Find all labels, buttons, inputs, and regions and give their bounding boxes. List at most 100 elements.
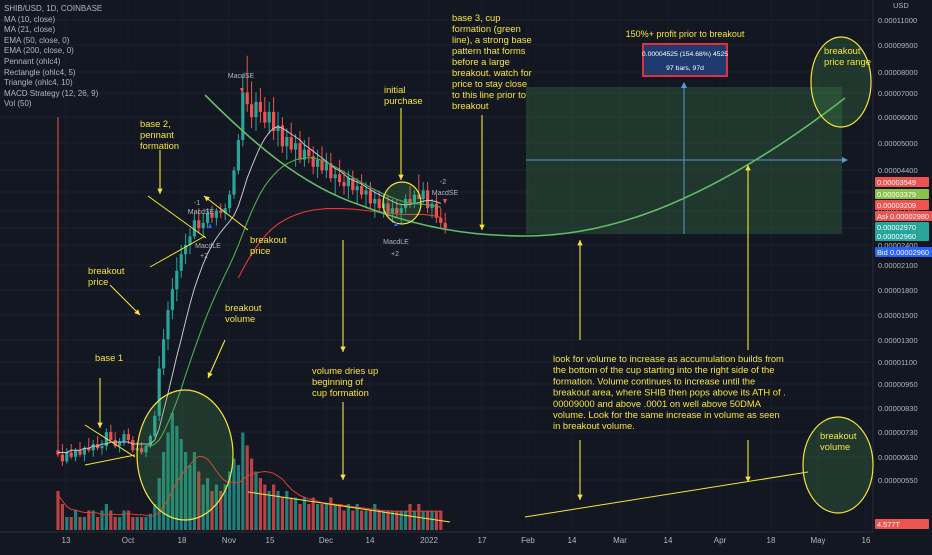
candle-body	[148, 436, 152, 447]
candle-body	[360, 186, 364, 195]
arrow-breakout-left-head	[134, 309, 140, 315]
arrow-breakout-volume	[207, 339, 226, 379]
volume-bar	[69, 517, 73, 530]
volume-bar	[254, 471, 258, 530]
time-tick-label: 16	[862, 536, 871, 545]
arrow-volume-dry-up-head	[340, 346, 346, 352]
time-tick-label: 18	[178, 536, 187, 545]
time-tick-label: 14	[664, 536, 673, 545]
legend-rectangle[interactable]: Rectangle (ohlc4, 5)	[4, 67, 76, 77]
candle-body	[74, 450, 78, 457]
volume-bar	[250, 458, 254, 530]
candle-body	[439, 217, 443, 223]
candle-body	[201, 222, 205, 229]
candle-body	[373, 198, 377, 204]
candle-body	[399, 208, 403, 213]
time-tick-label: Mar	[613, 536, 627, 545]
price-label: 0.00002980	[890, 212, 929, 221]
candle-body	[157, 368, 161, 416]
price-tick-label: 0.00004400	[878, 166, 918, 175]
volume-bar	[214, 484, 218, 530]
macd-marker: MacdLE	[383, 239, 409, 246]
buy-arrow	[208, 223, 212, 228]
legend-ema50[interactable]: EMA (50, close, 0)	[4, 35, 70, 45]
volume-bar	[289, 497, 293, 530]
volume-bar	[338, 504, 342, 530]
legend-ema200[interactable]: EMA (200, close, 0)	[4, 46, 74, 56]
volume-bar	[236, 465, 240, 530]
macd-marker: -1	[194, 200, 200, 207]
arrow-volume-up-head	[577, 240, 583, 246]
legend-triangle[interactable]: Triangle (ohlc4, 10)	[4, 78, 73, 88]
price-label: Bid	[877, 248, 888, 257]
candle-body	[91, 444, 95, 451]
volume-trendline	[247, 491, 451, 523]
volume-bar	[351, 510, 355, 530]
volume-ma-line	[57, 455, 441, 517]
arrow-volume-dry-down-head	[340, 474, 346, 480]
volume-bar	[162, 452, 166, 530]
candle-body	[175, 270, 179, 290]
price-label: 0.00003549	[877, 178, 916, 187]
candle-body	[298, 143, 302, 160]
volume-bar	[188, 465, 192, 530]
volume-bar	[399, 510, 403, 530]
price-label-box	[875, 247, 888, 257]
pennant-line	[149, 235, 206, 268]
volume-bar	[298, 504, 302, 530]
price-tick-label: 0.00000630	[878, 453, 918, 462]
volume-bar	[223, 484, 227, 530]
legend-volume[interactable]: Vol (50)	[4, 99, 32, 109]
symbol-title[interactable]: SHIB/USD, 1D, COINBASE	[4, 4, 103, 13]
price-tick-label: 0.00008000	[878, 68, 918, 77]
volume-bar	[307, 504, 311, 530]
indicator-legend: SHIB/USD, 1D, COINBASE MA (10, close) MA…	[4, 4, 102, 110]
breakout-volume-right-ellipse	[802, 416, 874, 514]
macd-marker: MacdSE	[228, 73, 255, 80]
volume-bar	[382, 510, 386, 530]
base1-line	[84, 454, 136, 466]
volume-bar	[241, 432, 245, 530]
volume-bar	[82, 517, 86, 530]
candle-body	[426, 190, 430, 209]
candle-body	[232, 170, 236, 195]
legend-ma21[interactable]: MA (21, close)	[4, 25, 56, 35]
breakout-volume-ellipse	[136, 389, 234, 521]
candle-body	[263, 111, 267, 123]
legend-macd[interactable]: MACD Strategy (12, 26, 9)	[4, 88, 99, 98]
arrow-breakout-mid	[203, 195, 249, 231]
volume-bar	[430, 510, 434, 530]
candle-body	[197, 220, 201, 229]
macd-marker: +2	[391, 251, 399, 258]
candle-body	[228, 194, 232, 209]
candle-body	[241, 92, 245, 141]
volume-bar	[228, 471, 232, 530]
price-tick-label: 0.00001300	[878, 336, 918, 345]
volume-bar	[364, 510, 368, 530]
price-label-box	[875, 211, 888, 221]
price-label-box	[888, 247, 932, 257]
candle-body	[267, 111, 271, 123]
legend-pennant[interactable]: Pennant (ohlc4)	[4, 56, 61, 66]
ma21-line	[146, 157, 441, 447]
volume-bar	[87, 510, 91, 530]
candle-body	[364, 190, 368, 195]
legend-ma10[interactable]: MA (10, close)	[4, 14, 56, 24]
candle-body	[170, 289, 174, 311]
annotation-breakout-volume-right: breakout volume	[820, 430, 857, 452]
price-tick-label: 0.00001500	[878, 311, 918, 320]
candle-body	[78, 450, 82, 455]
price-tick-label: 0.00001800	[878, 286, 918, 295]
volume-bar	[355, 504, 359, 530]
candle-body	[250, 104, 254, 118]
volume-bar	[148, 513, 152, 530]
time-tick-label: May	[810, 536, 825, 545]
volume-bar	[192, 452, 196, 530]
arrow-breakout-volume-head	[207, 372, 213, 378]
volume-bar	[122, 510, 126, 530]
candle-body	[320, 159, 324, 171]
volume-bar	[395, 510, 399, 530]
candle-body	[184, 245, 188, 255]
